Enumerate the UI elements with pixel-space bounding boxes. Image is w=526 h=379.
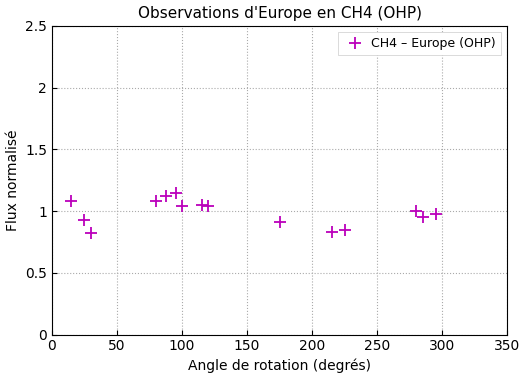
CH4 – Europe (OHP) — [491, 38, 498, 43]
CH4 – Europe (OHP) — [179, 204, 185, 208]
Y-axis label: Flux normalisé: Flux normalisé — [6, 130, 19, 231]
CH4 – Europe (OHP) — [205, 204, 211, 208]
CH4 – Europe (OHP) — [341, 227, 348, 232]
X-axis label: Angle de rotation (degrés): Angle de rotation (degrés) — [188, 359, 371, 373]
CH4 – Europe (OHP) — [413, 209, 419, 213]
Title: Observations d'Europe en CH4 (OHP): Observations d'Europe en CH4 (OHP) — [138, 6, 422, 20]
CH4 – Europe (OHP) — [173, 190, 179, 195]
CH4 – Europe (OHP) — [432, 211, 439, 216]
CH4 – Europe (OHP) — [329, 230, 335, 234]
CH4 – Europe (OHP) — [198, 203, 205, 207]
CH4 – Europe (OHP) — [277, 220, 283, 224]
Line: CH4 – Europe (OHP): CH4 – Europe (OHP) — [66, 35, 500, 239]
CH4 – Europe (OHP) — [68, 199, 75, 204]
CH4 – Europe (OHP) — [420, 215, 426, 219]
CH4 – Europe (OHP) — [163, 194, 169, 199]
Legend: CH4 – Europe (OHP): CH4 – Europe (OHP) — [338, 32, 501, 55]
CH4 – Europe (OHP) — [82, 218, 88, 222]
CH4 – Europe (OHP) — [153, 199, 159, 204]
CH4 – Europe (OHP) — [88, 231, 94, 236]
